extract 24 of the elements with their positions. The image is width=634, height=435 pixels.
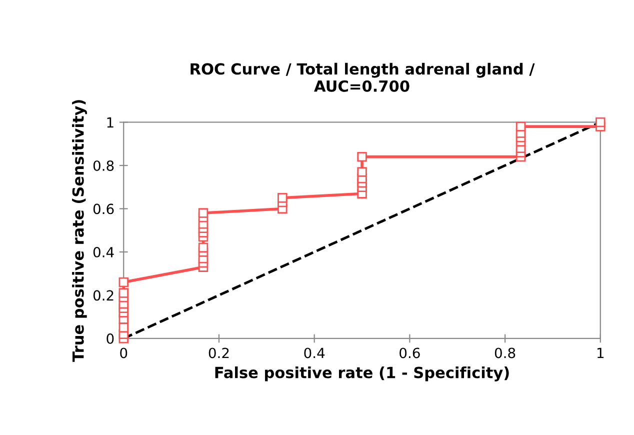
point — [278, 193, 288, 203]
x-tick-label: 0 — [120, 348, 128, 358]
y-tick-label: 0 — [106, 333, 114, 344]
point — [118, 288, 128, 298]
y-tick-label: 1 — [107, 117, 114, 128]
y-tick-label: 0.6 — [93, 204, 114, 214]
point — [118, 277, 128, 288]
point — [198, 208, 208, 218]
y-axis-title: True positive rate (Sensitivity) — [72, 100, 87, 362]
chart-title: ROC Curve / Total length adrenal gland / AUC=0.700 — [190, 62, 535, 92]
y-tick-label: 0.4 — [93, 246, 114, 258]
point — [516, 122, 526, 132]
x-tick-label: 0.8 — [494, 348, 516, 358]
point — [198, 242, 208, 252]
x-tick-label: 1 — [598, 348, 604, 358]
x-tick-label: 0.4 — [304, 348, 325, 358]
x-tick-label: 0.6 — [400, 348, 420, 358]
point — [596, 117, 606, 128]
x-axis-title: False positive rate (1 - Specificity) — [215, 366, 509, 382]
x-tick-label: 0.2 — [208, 348, 229, 358]
y-tick-label: 0.8 — [93, 160, 114, 171]
point — [357, 167, 367, 177]
point — [357, 152, 367, 162]
y-tick-label: 0.2 — [93, 290, 114, 301]
